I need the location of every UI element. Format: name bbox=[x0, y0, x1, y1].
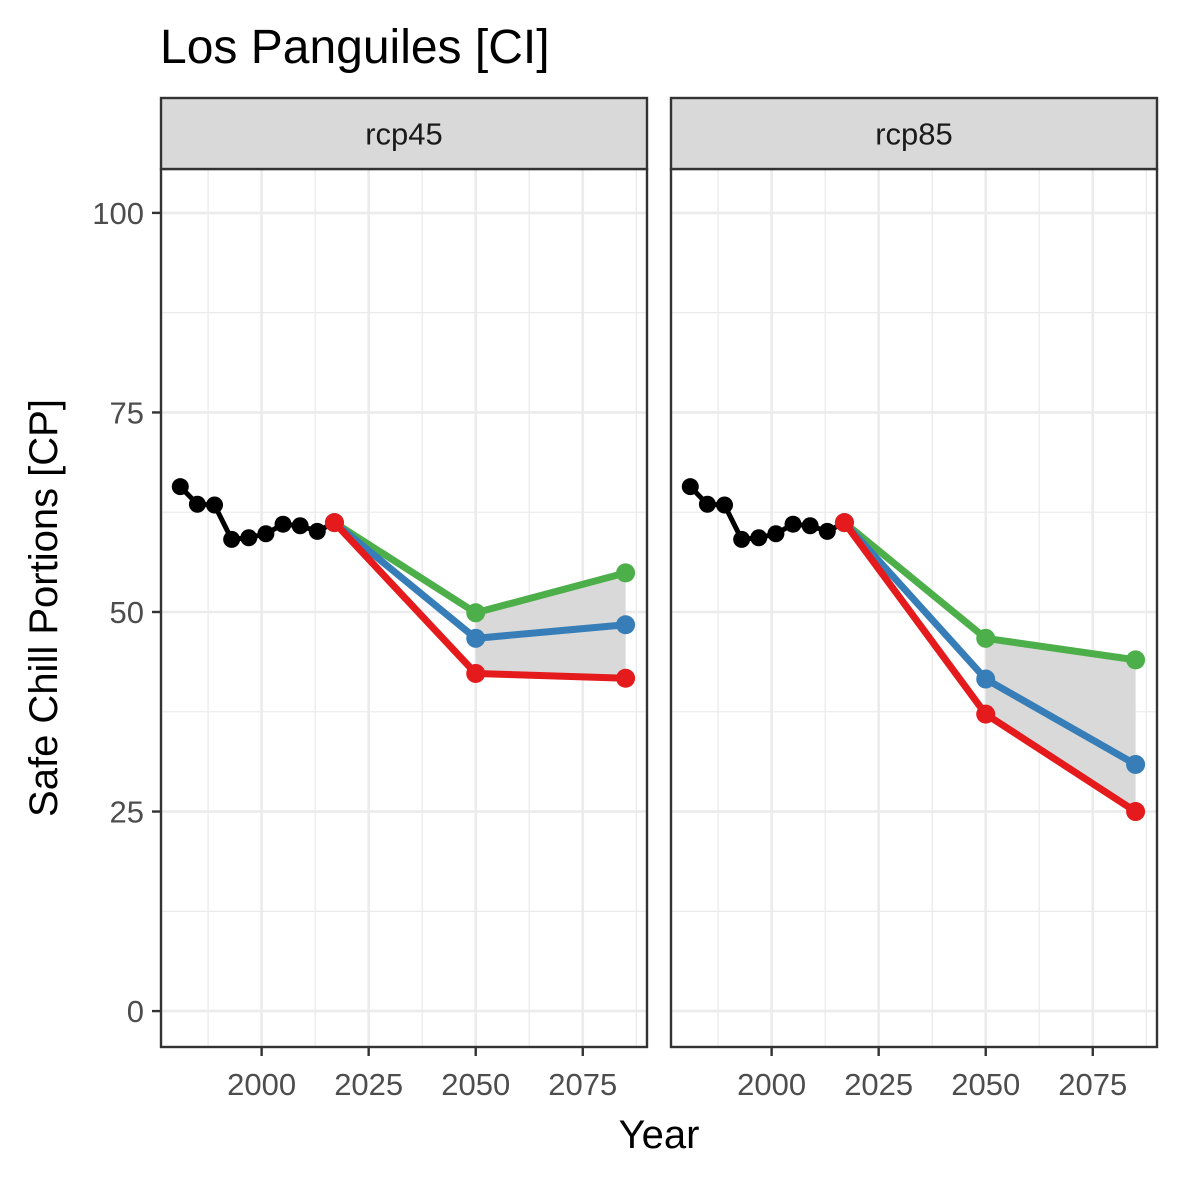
intermediate-point bbox=[616, 615, 636, 635]
historic-point bbox=[750, 529, 768, 547]
historic-point bbox=[171, 478, 189, 496]
historic-point bbox=[206, 496, 224, 514]
y-tick-label: 25 bbox=[110, 795, 144, 830]
x-tick-label: 2000 bbox=[227, 1067, 296, 1102]
historic-point bbox=[733, 530, 751, 548]
historic-point bbox=[188, 495, 206, 513]
y-axis-title: Safe Chill Portions [CP] bbox=[22, 399, 66, 817]
y-tick-label: 100 bbox=[92, 196, 144, 231]
pessimistic-point bbox=[1126, 802, 1146, 822]
historic-line bbox=[688, 484, 846, 542]
pessimistic-point bbox=[616, 668, 636, 688]
optimistic-point bbox=[976, 628, 996, 648]
y-tick-label: 75 bbox=[110, 395, 144, 430]
x-axis-title: Year bbox=[619, 1113, 700, 1157]
y-tick-label: 50 bbox=[110, 595, 144, 630]
optimistic-point bbox=[1126, 650, 1146, 670]
panel-background bbox=[671, 169, 1157, 1047]
historic-point bbox=[818, 522, 836, 540]
historic-point bbox=[240, 529, 258, 547]
panel-rcp45: rcp45 2000 2025 2050 2075 bbox=[159, 96, 649, 1102]
pessimistic-point bbox=[834, 513, 854, 533]
historic-point bbox=[784, 515, 802, 533]
panel-rcp85: rcp85 2000 2025 2050 2075 bbox=[669, 96, 1159, 1102]
strip-rcp85 bbox=[669, 96, 1159, 171]
x-tick-label: 2050 bbox=[441, 1067, 510, 1102]
historic-point bbox=[767, 525, 785, 543]
x-tick-label: 2000 bbox=[737, 1067, 806, 1102]
historic-line bbox=[178, 484, 336, 542]
panels: rcp45 2000 2025 2050 2075 rcp85 2000 2025 2050 20… bbox=[159, 96, 1159, 1102]
historic-point bbox=[716, 496, 734, 514]
x-tick-label: 2075 bbox=[1058, 1067, 1127, 1102]
y-axis: 0 25 50 75 100 bbox=[92, 196, 161, 1029]
uncertainty-band bbox=[475, 572, 626, 679]
x-tick-label: 2050 bbox=[951, 1067, 1020, 1102]
historic-point bbox=[801, 517, 819, 535]
historic-point bbox=[681, 478, 699, 496]
historic-point bbox=[257, 525, 275, 543]
historic-point bbox=[274, 515, 292, 533]
pessimistic-point bbox=[466, 663, 486, 683]
intermediate-point bbox=[466, 628, 486, 648]
historic-point bbox=[223, 530, 241, 548]
historic-point bbox=[308, 522, 326, 540]
pessimistic-point bbox=[324, 513, 344, 533]
intermediate-point bbox=[976, 669, 996, 689]
pessimistic-point bbox=[976, 704, 996, 724]
optimistic-point bbox=[616, 563, 636, 583]
strip-rcp45 bbox=[159, 96, 649, 171]
intermediate-point bbox=[1126, 754, 1146, 774]
x-tick-label: 2025 bbox=[334, 1067, 403, 1102]
strip-label: rcp85 bbox=[875, 117, 953, 152]
historic-point bbox=[698, 495, 716, 513]
historic-point bbox=[291, 517, 309, 535]
y-tick-label: 0 bbox=[127, 994, 144, 1029]
x-tick-label: 2075 bbox=[548, 1067, 617, 1102]
optimistic-point bbox=[466, 603, 486, 623]
chart-title: Los Panguiles [CI] bbox=[160, 21, 550, 74]
strip-label: rcp45 bbox=[365, 117, 443, 152]
x-tick-label: 2025 bbox=[844, 1067, 913, 1102]
